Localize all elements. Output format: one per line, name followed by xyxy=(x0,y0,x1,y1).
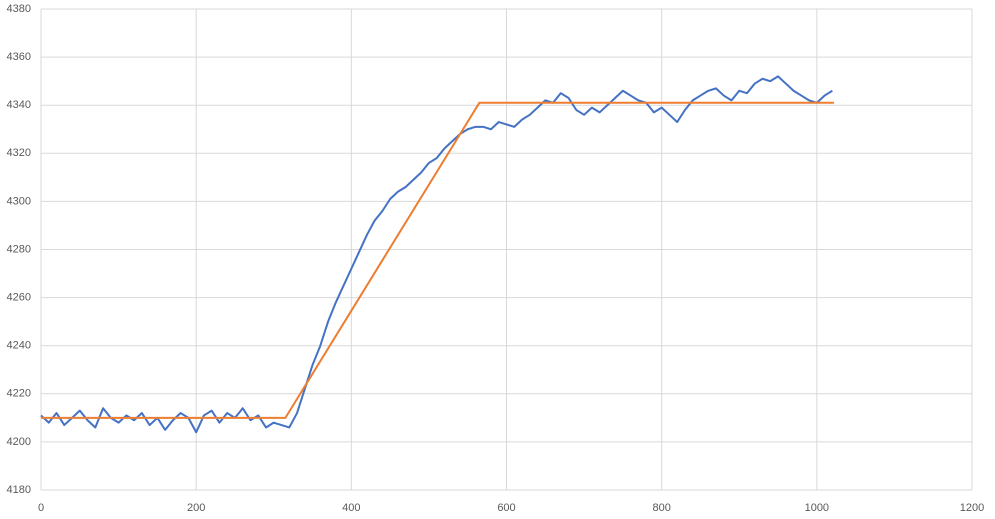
y-tick-label: 4340 xyxy=(7,99,31,111)
x-tick-label: 1000 xyxy=(805,502,829,514)
y-tick-label: 4240 xyxy=(7,340,31,352)
x-tick-label: 600 xyxy=(497,502,515,514)
y-tick-label: 4220 xyxy=(7,388,31,400)
y-tick-label: 4380 xyxy=(7,3,31,15)
x-tick-label: 200 xyxy=(187,502,205,514)
data-line xyxy=(40,75,833,434)
data-line xyxy=(41,101,834,419)
x-tick-label: 800 xyxy=(652,502,670,514)
y-tick-label: 4260 xyxy=(7,292,31,304)
x-tick-label: 0 xyxy=(38,502,44,514)
y-tick-label: 4200 xyxy=(7,436,31,448)
y-tick-label: 4360 xyxy=(7,51,31,63)
y-tick-label: 4320 xyxy=(7,147,31,159)
x-tick-label: 400 xyxy=(342,502,360,514)
y-tick-label: 4300 xyxy=(7,195,31,207)
y-tick-label: 4280 xyxy=(7,243,31,255)
y-tick-label: 4180 xyxy=(7,484,31,496)
x-tick-label: 1200 xyxy=(960,502,984,514)
